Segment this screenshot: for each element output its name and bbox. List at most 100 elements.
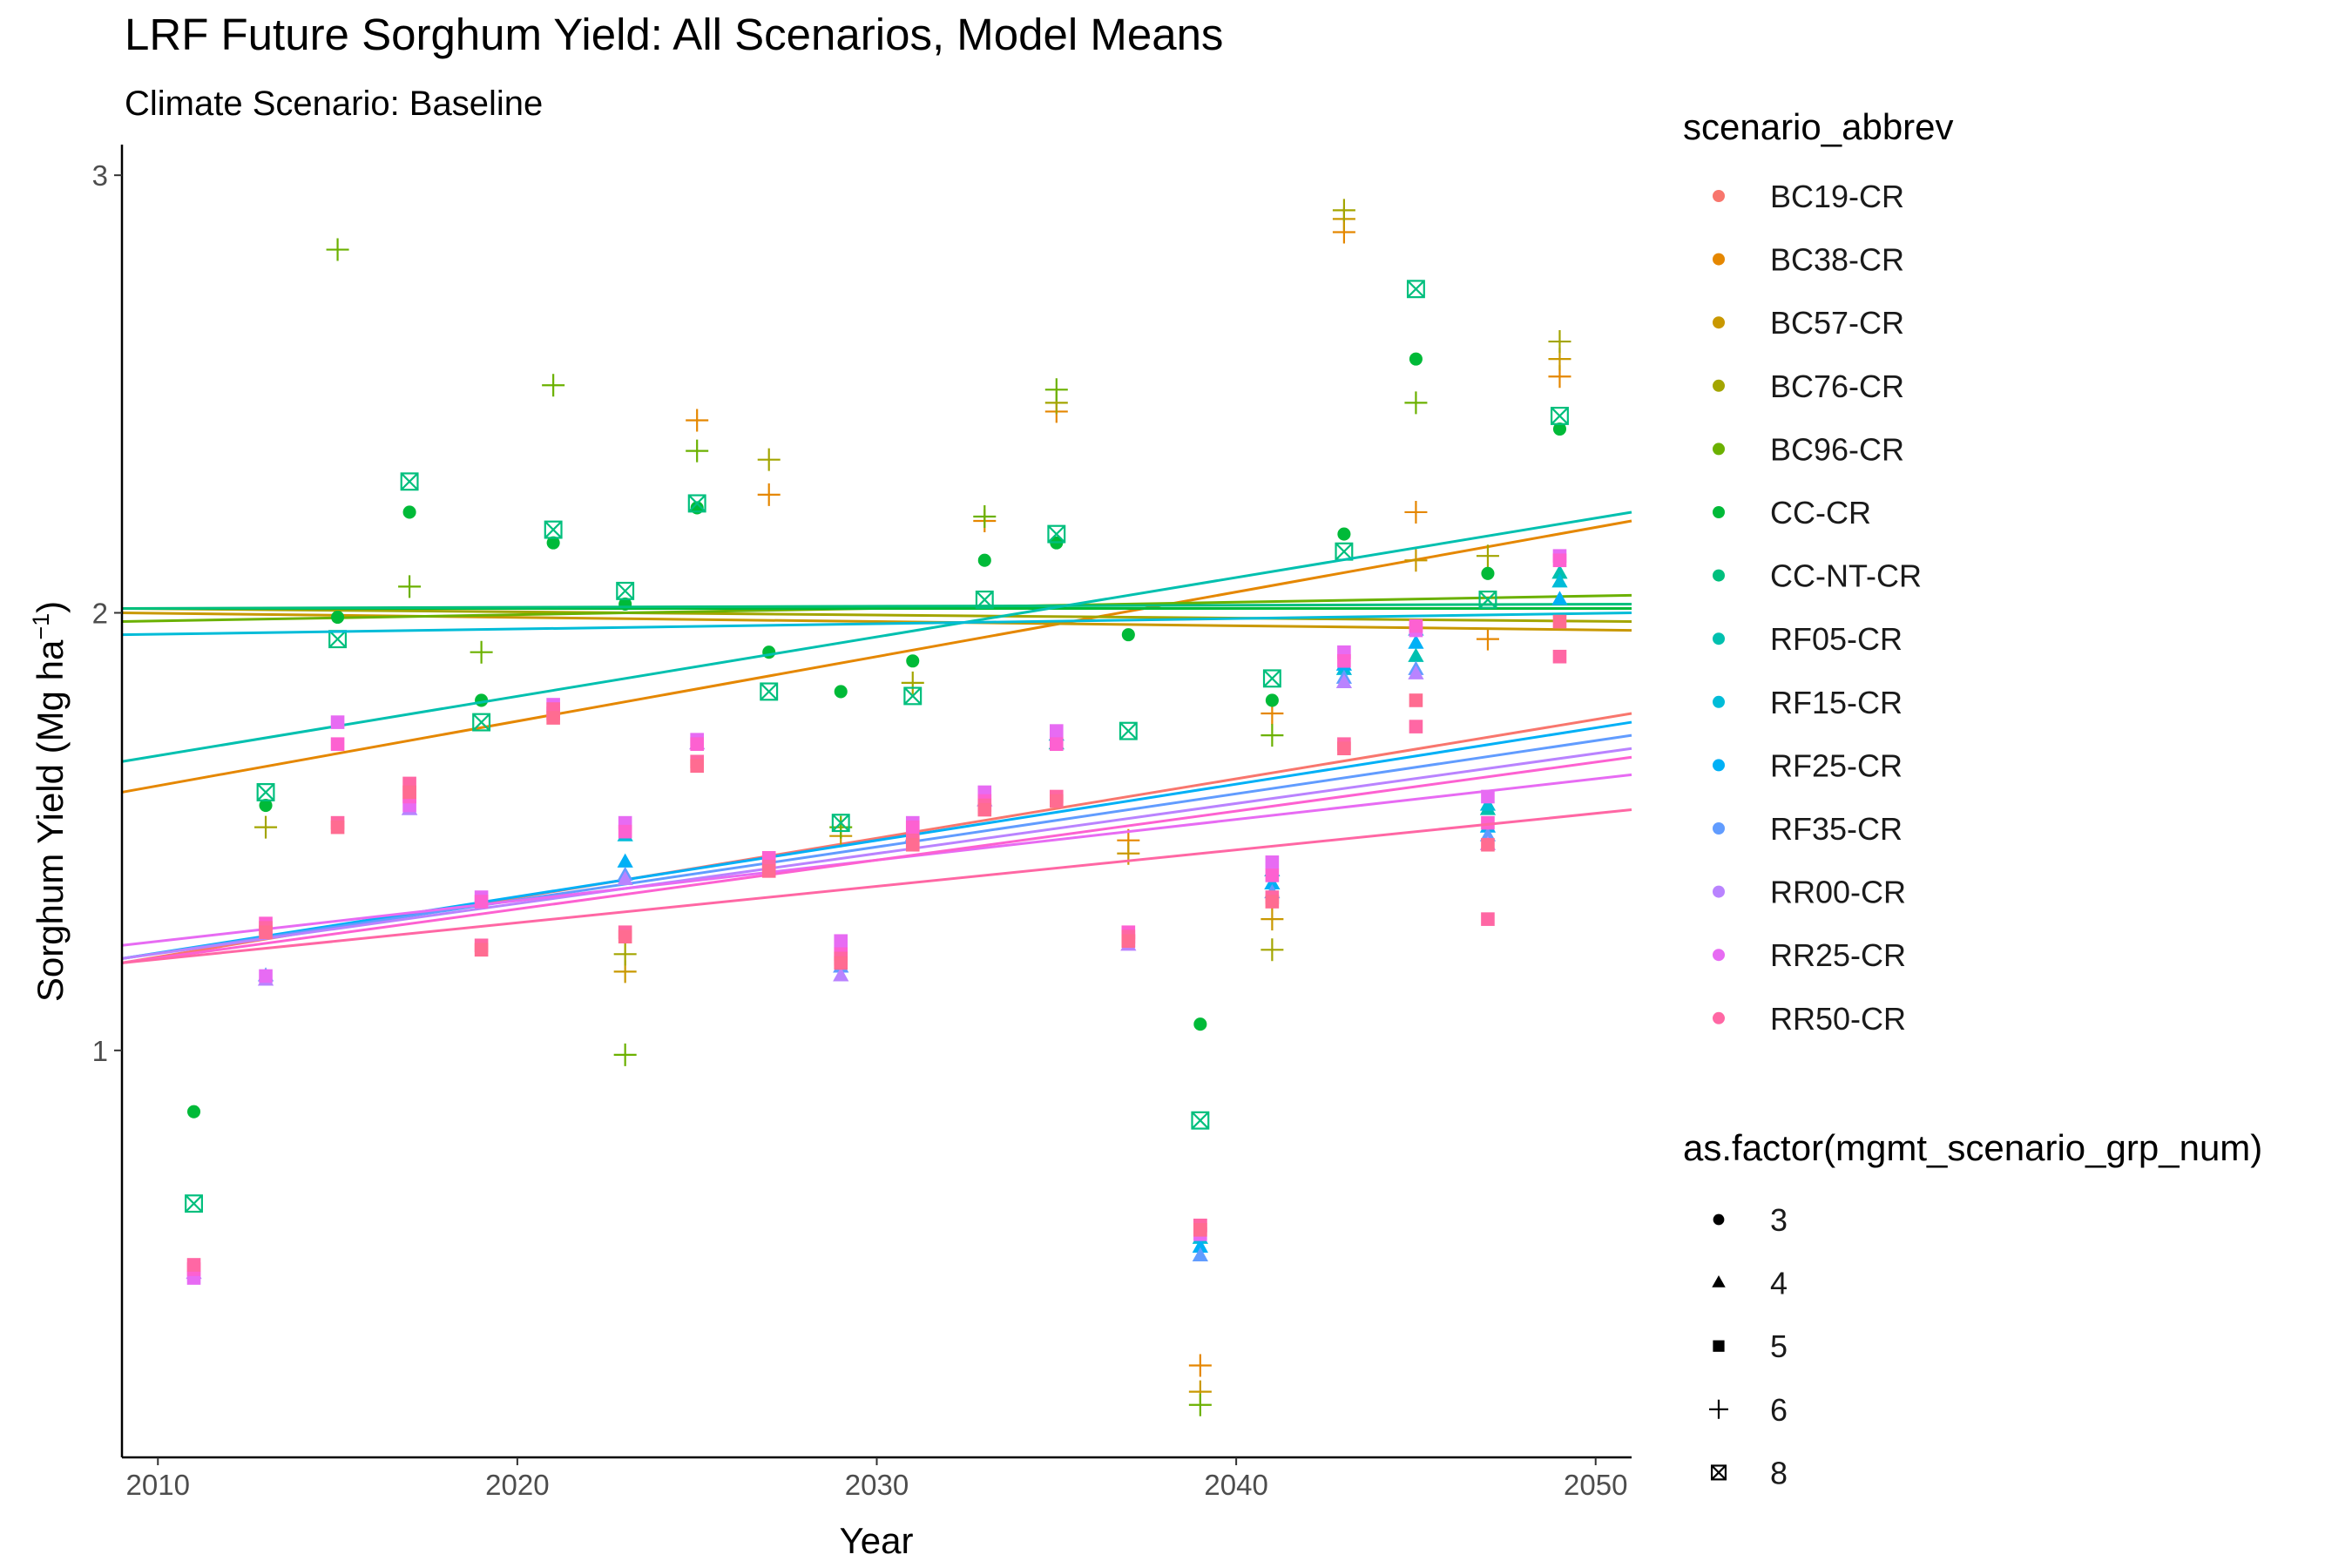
- data-point: [544, 520, 563, 539]
- x-tick-label: 2030: [845, 1469, 909, 1501]
- shape-key: [1709, 1399, 1728, 1419]
- data-point: [1476, 627, 1499, 651]
- data-point: [1548, 330, 1571, 354]
- data-point: [1551, 591, 1568, 605]
- legend-key: [1713, 822, 1725, 835]
- y-axis-title-main: Sorghum Yield (Mg ha: [30, 639, 71, 1002]
- data-point: [1551, 564, 1568, 579]
- legend-key: [1713, 885, 1725, 898]
- legend-item-bc76-cr: BC76-CR: [1713, 368, 1904, 404]
- legend-item-cc-cr: CC-CR: [1713, 495, 1871, 531]
- data-point: [762, 645, 776, 659]
- legend-label: RF35-CR: [1770, 811, 1903, 847]
- data-point: [259, 925, 273, 939]
- y-axis-title: Sorghum Yield (Mg ha−1): [28, 601, 71, 1002]
- series-bc57-cr-2: [121, 207, 1632, 1403]
- shape-legend-title: as.factor(mgmt_scenario_grp_num): [1683, 1127, 2262, 1168]
- data-point: [1409, 352, 1423, 366]
- shape-legend-item-4: 4: [1712, 1266, 1788, 1301]
- data-point: [1193, 1017, 1207, 1031]
- shape-legend-item-5: 5: [1713, 1328, 1788, 1364]
- data-point: [1409, 618, 1423, 633]
- trend-line: [121, 747, 1632, 960]
- data-point: [330, 737, 345, 751]
- data-point: [1193, 1222, 1207, 1237]
- data-point: [474, 943, 489, 957]
- legend-label: RR50-CR: [1770, 1001, 1906, 1037]
- data-point: [1335, 673, 1353, 688]
- data-point: [761, 864, 776, 878]
- data-point: [1188, 1393, 1212, 1416]
- data-point: [1479, 827, 1497, 841]
- data-point: [618, 929, 632, 944]
- legend-label: BC57-CR: [1770, 305, 1904, 341]
- data-point: [254, 815, 278, 839]
- data-point: [617, 853, 633, 868]
- x-ticks: 2010 2020 2030 2040 2050: [126, 1457, 1627, 1501]
- data-point: [1552, 422, 1567, 436]
- data-point: [613, 943, 637, 966]
- data-point: [686, 409, 709, 432]
- x-tick-label: 2020: [485, 1469, 549, 1501]
- data-point: [903, 686, 923, 706]
- y-axis-title-end: ): [30, 601, 71, 613]
- data-point: [1265, 868, 1280, 882]
- data-point: [906, 654, 920, 668]
- data-point: [474, 895, 489, 909]
- data-point: [1552, 649, 1567, 664]
- data-point: [613, 1043, 637, 1066]
- legend-label: BC38-CR: [1770, 242, 1904, 278]
- legend-item-rr50-cr: RR50-CR: [1713, 1001, 1906, 1037]
- legend-key: [1713, 379, 1725, 392]
- y-ticks: 1 2 3: [92, 159, 122, 1067]
- plot-area: [121, 199, 1632, 1416]
- data-point: [616, 581, 635, 600]
- series-cc-nt-cr-6: [121, 280, 1632, 1213]
- x-tick-label: 2040: [1204, 1469, 1267, 1501]
- data-point: [1404, 500, 1428, 524]
- trend-line: [121, 602, 1632, 610]
- data-point: [1476, 544, 1499, 568]
- data-point: [1404, 549, 1428, 572]
- series-rr25-cr-12: [121, 549, 1632, 1285]
- series-rf15-cr-8: [121, 573, 1632, 1244]
- data-point: [618, 824, 632, 839]
- x-axis-title: Year: [840, 1520, 914, 1561]
- y-axis-title-exponent: −1: [28, 613, 54, 640]
- legend-item-rf15-cr: RF15-CR: [1713, 685, 1903, 720]
- shape-key: [1712, 1275, 1726, 1288]
- data-point: [1481, 815, 1495, 830]
- legend-key: [1713, 316, 1725, 329]
- legend-key: [1713, 190, 1725, 202]
- data-point: [687, 494, 706, 513]
- shape-legend-label: 4: [1770, 1266, 1788, 1301]
- data-point: [690, 737, 704, 751]
- data-point: [1260, 908, 1284, 931]
- data-point: [330, 715, 345, 729]
- data-point: [834, 934, 848, 949]
- data-point: [1551, 573, 1568, 588]
- legend-item-rr25-cr: RR25-CR: [1713, 937, 1906, 973]
- data-point: [834, 956, 848, 970]
- data-point: [760, 682, 779, 701]
- y-tick-label: 2: [92, 597, 108, 629]
- series-rr50-cr-15: [259, 614, 1567, 1237]
- trend-line: [121, 755, 1632, 964]
- data-point: [905, 837, 920, 852]
- legend-key: [1713, 443, 1725, 456]
- legend-item-rf35-cr: RF35-CR: [1713, 811, 1903, 847]
- legend-label: BC19-CR: [1770, 179, 1904, 214]
- data-point: [402, 505, 416, 519]
- data-point: [1191, 1111, 1210, 1130]
- data-point: [1050, 794, 1064, 808]
- legend-label: BC76-CR: [1770, 368, 1904, 404]
- data-point: [686, 439, 709, 463]
- legend-label: RF15-CR: [1770, 685, 1903, 720]
- series-bc96-cr-4: [121, 238, 1632, 1416]
- data-point: [1335, 542, 1354, 561]
- legend-label: RF25-CR: [1770, 747, 1903, 783]
- data-point: [256, 782, 275, 801]
- legend-key: [1713, 695, 1725, 708]
- data-point: [1337, 527, 1351, 541]
